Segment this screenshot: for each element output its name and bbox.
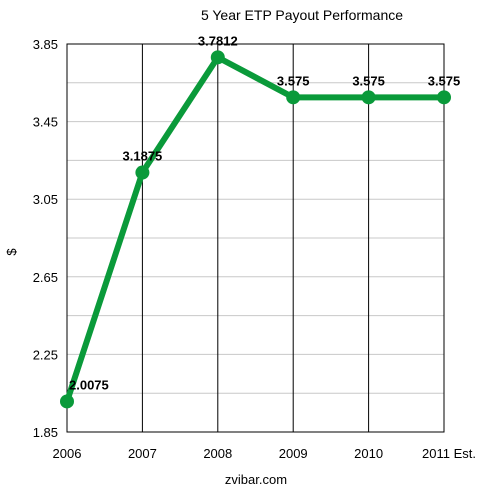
- y-axis-label: $: [4, 248, 19, 256]
- y-tick-label: 2.65: [33, 270, 58, 285]
- x-tick-label: 2008: [203, 446, 232, 461]
- series-group: [60, 50, 451, 409]
- data-point: [210, 50, 225, 65]
- x-tick-label: 2010: [354, 446, 383, 461]
- x-tick-label: 2006: [53, 446, 82, 461]
- data-label: 3.7812: [198, 33, 238, 48]
- y-axis-ticks: 1.85 2.25 2.65 3.05 3.45 3.85: [33, 37, 58, 440]
- plot-frame: [66, 43, 445, 433]
- data-point: [361, 90, 376, 105]
- data-label: 3.575: [352, 73, 385, 88]
- data-point: [60, 394, 74, 409]
- y-tick-label: 2.25: [33, 347, 58, 362]
- x-tick-label: 2007: [128, 446, 157, 461]
- data-label: 3.1875: [123, 149, 163, 164]
- data-labels: 2.0075 3.1875 3.7812 3.575 3.575 3.575: [69, 33, 460, 392]
- series-line: [64, 54, 447, 405]
- data-point: [437, 90, 451, 105]
- data-label: 3.575: [277, 73, 310, 88]
- data-label: 3.575: [428, 73, 461, 88]
- y-tick-label: 3.85: [33, 37, 58, 52]
- chart-title: 5 Year ETP Payout Performance: [201, 7, 403, 23]
- y-tick-label: 3.45: [33, 115, 58, 130]
- data-point: [135, 165, 150, 180]
- x-tick-label: 2009: [279, 446, 308, 461]
- y-tick-label: 1.85: [33, 425, 58, 440]
- data-label: 2.0075: [69, 377, 109, 392]
- x-axis-label: zvibar.com: [225, 472, 287, 487]
- y-tick-label: 3.05: [33, 192, 58, 207]
- x-tick-label: 2011 Est.: [422, 446, 476, 461]
- data-point: [286, 90, 301, 105]
- x-axis-ticks: 2006 2007 2008 2009 2010 2011 Est.: [53, 446, 476, 461]
